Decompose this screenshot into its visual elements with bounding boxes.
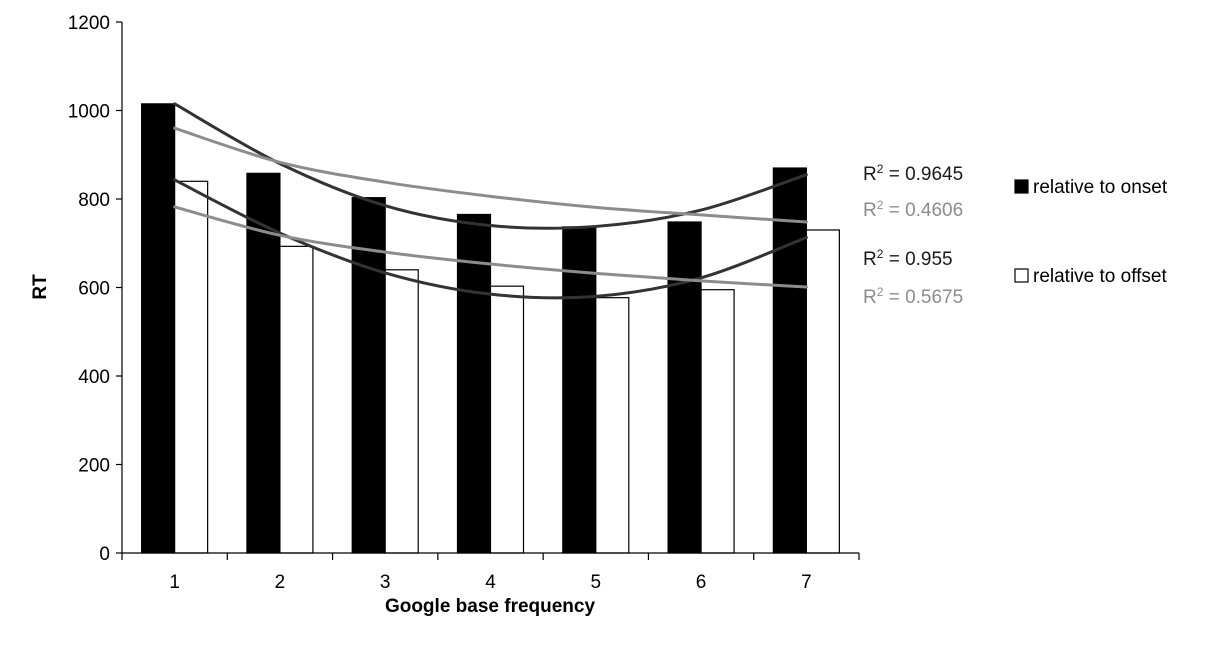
bar-onset bbox=[141, 103, 176, 554]
x-tick-label: 7 bbox=[801, 572, 812, 593]
r2-symbol: R bbox=[863, 287, 877, 308]
y-tick-label: 1200 bbox=[68, 13, 110, 34]
r2-label: R2 = 0.955 bbox=[863, 247, 953, 270]
bar-offset bbox=[700, 289, 735, 554]
bar-offset bbox=[595, 297, 630, 554]
bar-onset bbox=[456, 213, 492, 554]
r2-exponent: 2 bbox=[877, 162, 884, 176]
bar-onset bbox=[351, 197, 386, 554]
r2-value: = 0.955 bbox=[883, 249, 952, 270]
y-tick-label: 800 bbox=[78, 190, 110, 211]
bar-offset bbox=[384, 269, 419, 554]
trendlines-layer bbox=[173, 102, 808, 300]
y-tick-label: 200 bbox=[78, 456, 110, 477]
bar-offset bbox=[174, 180, 209, 554]
legend-swatch bbox=[1014, 179, 1029, 194]
r2-symbol: R bbox=[863, 200, 877, 221]
trendline-logarithmic bbox=[173, 126, 808, 224]
x-tick-label: 5 bbox=[590, 572, 601, 593]
legend-label: relative to offset bbox=[1033, 266, 1168, 287]
r2-symbol: R bbox=[863, 249, 877, 270]
r2-symbol: R bbox=[863, 164, 877, 185]
r2-exponent: 2 bbox=[877, 285, 884, 299]
y-tick-label: 0 bbox=[99, 544, 110, 565]
y-tick-label: 600 bbox=[78, 279, 110, 300]
legend-swatch bbox=[1014, 268, 1029, 283]
bar-offset bbox=[279, 245, 314, 554]
r2-label: R2 = 0.9645 bbox=[863, 162, 963, 185]
y-axis-title: RT bbox=[30, 274, 51, 300]
x-tick-label: 6 bbox=[696, 572, 707, 593]
legend-label: relative to onset bbox=[1033, 177, 1168, 198]
x-ticks: 1 2 3 4 5 6 7 bbox=[121, 553, 860, 593]
r2-value: = 0.5675 bbox=[883, 287, 963, 308]
bar-onset bbox=[246, 172, 281, 554]
bars-layer bbox=[141, 103, 840, 554]
r2-exponent: 2 bbox=[877, 198, 884, 212]
trendline-logarithmic bbox=[173, 205, 808, 289]
bar-offset bbox=[489, 285, 525, 554]
r2-label: R2 = 0.4606 bbox=[863, 198, 963, 221]
r2-exponent: 2 bbox=[877, 247, 884, 261]
x-tick-label: 1 bbox=[169, 572, 180, 593]
bar-onset bbox=[772, 167, 807, 554]
trendline-polynomial bbox=[173, 178, 808, 300]
x-tick-label: 3 bbox=[380, 572, 391, 593]
bar-offset bbox=[805, 229, 840, 554]
x-tick-label: 2 bbox=[275, 572, 286, 593]
y-tick-label: 1000 bbox=[68, 102, 110, 123]
x-tick-label: 4 bbox=[485, 572, 496, 593]
r2-label: R2 = 0.5675 bbox=[863, 285, 963, 308]
r2-value: = 0.4606 bbox=[883, 200, 963, 221]
legend: relative to onset relative to offset bbox=[1014, 177, 1168, 287]
y-ticks: 0 200 400 600 800 1000 1200 bbox=[68, 13, 122, 565]
x-axis-title: Google base frequency bbox=[385, 596, 596, 617]
bar-onset bbox=[667, 221, 702, 554]
bar-onset bbox=[562, 226, 597, 554]
y-tick-label: 400 bbox=[78, 367, 110, 388]
r2-value: = 0.9645 bbox=[883, 164, 963, 185]
